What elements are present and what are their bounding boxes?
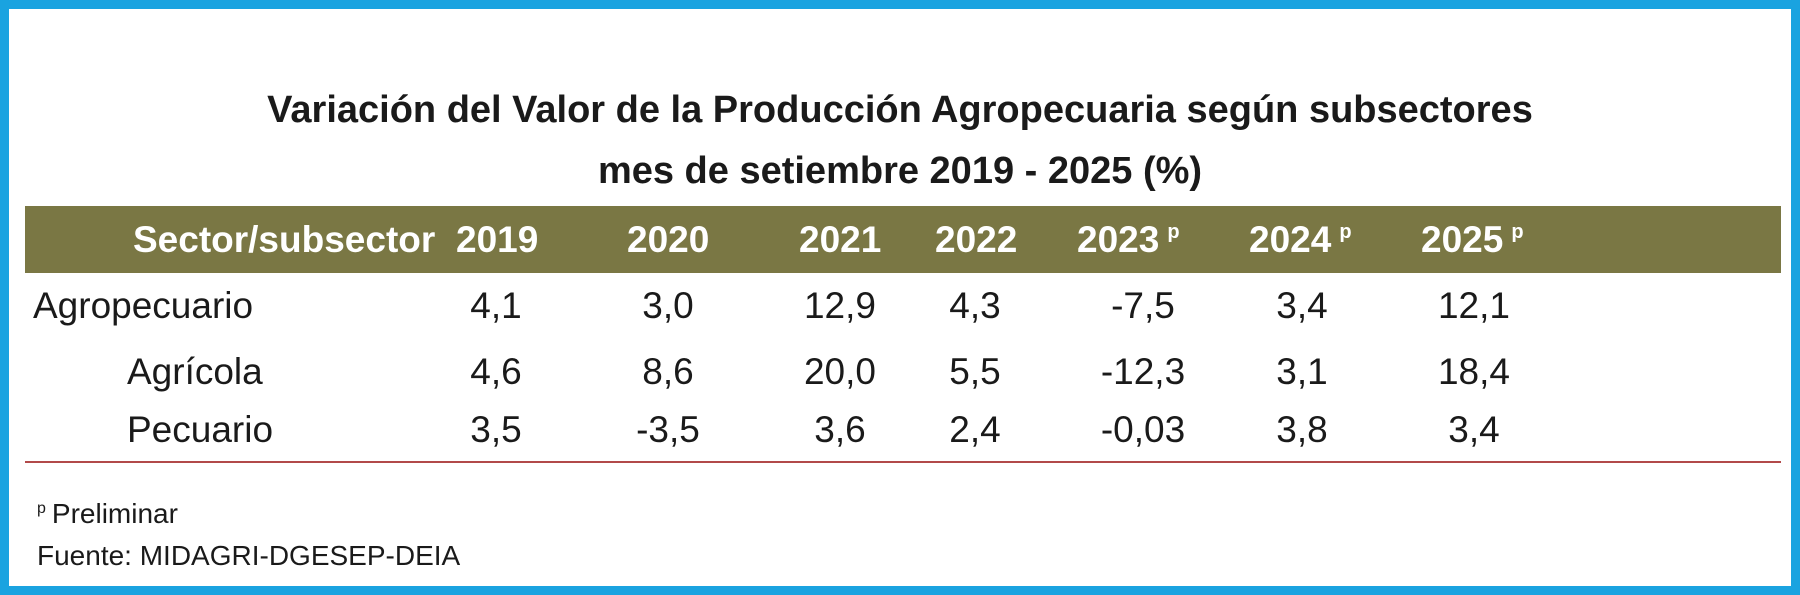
cell-value: 3,4 [1448, 409, 1500, 450]
table-subtitle: mes de setiembre 2019 - 2025 (%) [597, 150, 1203, 192]
table-row: Agropecuario 4,1 3,0 12,9 4,3 -7,5 3,4 1… [25, 277, 1781, 335]
table-row: Agrícola 4,6 8,6 20,0 5,5 -12,3 3,1 18,4 [25, 343, 1781, 401]
header-year-2020: 2020 [627, 219, 710, 260]
header-sector-subsector: Sector/subsector [133, 219, 436, 260]
cell-value: 4,1 [470, 285, 522, 326]
header-year-2025: 2025 p [1421, 219, 1524, 260]
cell-value: 12,1 [1437, 285, 1510, 326]
cell-value: 3,4 [1276, 285, 1328, 326]
cell-value: 2,4 [949, 409, 1001, 450]
table-row: Pecuario 3,5 -3,5 3,6 2,4 -0,03 3,8 3,4 [25, 401, 1781, 459]
cell-value: 3,1 [1276, 351, 1328, 392]
preliminary-note-mark: p [37, 500, 46, 517]
table-bottom-rule [25, 461, 1781, 463]
cell-value: 12,9 [803, 285, 876, 326]
cell-value: -12,3 [1100, 351, 1186, 392]
header-year-2022: 2022 [935, 219, 1018, 260]
cell-value: 4,6 [470, 351, 522, 392]
cell-value: 8,6 [642, 351, 694, 392]
header-year-2023: 2023 p [1077, 219, 1180, 260]
preliminary-mark: p [1511, 221, 1524, 243]
header-year-2019: 2019 [456, 219, 539, 260]
cell-value: -0,03 [1100, 409, 1186, 450]
row-label-pecuario: Pecuario [127, 409, 274, 450]
source-note: Fuente: MIDAGRI-DGESEP-DEIA [37, 540, 461, 571]
header-year-2021: 2021 [799, 219, 882, 260]
cell-value: 3,6 [814, 409, 866, 450]
cell-value: 18,4 [1437, 351, 1510, 392]
header-year-2024: 2024 p [1249, 219, 1352, 260]
preliminary-mark: p [1167, 221, 1180, 243]
cell-value: 3,8 [1276, 409, 1328, 450]
preliminary-mark: p [1339, 221, 1352, 243]
cell-value: -3,5 [636, 409, 700, 450]
table-header: Sector/subsector 2019 2020 2021 2022 202… [25, 206, 1781, 273]
cell-value: -7,5 [1111, 285, 1175, 326]
table-title: Variación del Valor de la Producción Agr… [267, 89, 1533, 131]
cell-value: 3,5 [470, 409, 522, 450]
cell-value: 4,3 [949, 285, 1001, 326]
preliminary-note-text: Preliminar [51, 498, 178, 529]
row-label-agricola: Agrícola [127, 351, 263, 392]
row-label-agropecuario: Agropecuario [33, 285, 254, 326]
cell-value: 20,0 [803, 351, 876, 392]
cell-value: 5,5 [949, 351, 1001, 392]
cell-value: 3,0 [642, 285, 694, 326]
preliminary-note: p Preliminar [37, 496, 178, 537]
